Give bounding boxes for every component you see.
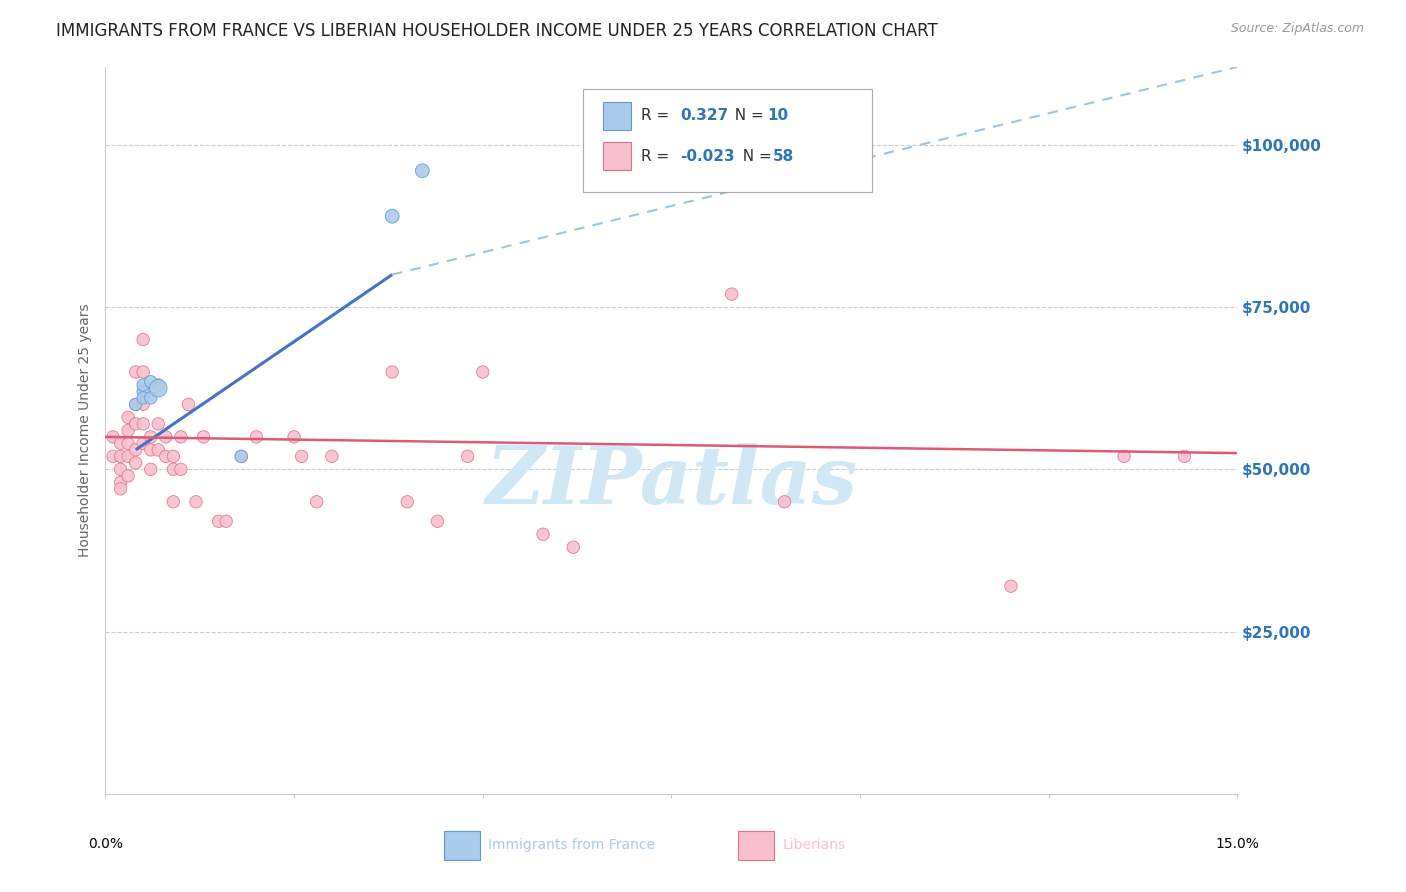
Point: [162, 462, 184, 476]
Point: [155, 430, 177, 444]
Point: [139, 375, 162, 389]
Text: ZIPatlas: ZIPatlas: [485, 442, 858, 520]
Point: [720, 287, 742, 301]
Point: [132, 365, 155, 379]
Point: [531, 527, 554, 541]
Point: [231, 450, 253, 464]
Text: N =: N =: [733, 149, 776, 163]
FancyBboxPatch shape: [444, 831, 479, 860]
Point: [132, 417, 155, 431]
Point: [132, 378, 155, 392]
Point: [193, 430, 215, 444]
Point: [101, 450, 124, 464]
Point: [283, 430, 305, 444]
Text: -0.023: -0.023: [681, 149, 735, 163]
Point: [1173, 450, 1195, 464]
Point: [170, 430, 193, 444]
Point: [177, 397, 200, 411]
Point: [110, 475, 132, 490]
Point: [162, 450, 184, 464]
Text: N =: N =: [725, 109, 769, 123]
Point: [132, 333, 155, 347]
Point: [411, 163, 433, 178]
Text: 0.327: 0.327: [681, 109, 728, 123]
Point: [124, 456, 146, 470]
Point: [101, 430, 124, 444]
Point: [132, 391, 155, 405]
Text: 0.0%: 0.0%: [89, 838, 122, 852]
Point: [208, 514, 231, 528]
Point: [124, 397, 146, 411]
Point: [321, 450, 343, 464]
Y-axis label: Householder Income Under 25 years: Householder Income Under 25 years: [79, 303, 93, 558]
Point: [155, 450, 177, 464]
Point: [170, 462, 193, 476]
Point: [305, 495, 328, 509]
Text: Liberians: Liberians: [782, 838, 845, 853]
Point: [396, 495, 419, 509]
Point: [132, 397, 155, 411]
Point: [162, 495, 184, 509]
Point: [457, 450, 479, 464]
Point: [139, 391, 162, 405]
Point: [117, 436, 139, 450]
Point: [148, 417, 170, 431]
Text: R =: R =: [641, 149, 675, 163]
Point: [117, 410, 139, 425]
Point: [124, 417, 146, 431]
Point: [148, 378, 170, 392]
Point: [124, 442, 146, 457]
Point: [1114, 450, 1136, 464]
Point: [132, 384, 155, 399]
Text: 10: 10: [768, 109, 789, 123]
Point: [124, 397, 146, 411]
Point: [132, 436, 155, 450]
Point: [139, 430, 162, 444]
Point: [110, 450, 132, 464]
Point: [139, 442, 162, 457]
Point: [110, 436, 132, 450]
Point: [117, 424, 139, 438]
Point: [231, 450, 253, 464]
Text: Immigrants from France: Immigrants from France: [488, 838, 655, 853]
Text: 15.0%: 15.0%: [1215, 838, 1260, 852]
Point: [291, 450, 314, 464]
FancyBboxPatch shape: [738, 831, 775, 860]
Point: [471, 365, 494, 379]
Point: [110, 462, 132, 476]
Point: [562, 540, 585, 554]
Point: [381, 365, 404, 379]
Point: [139, 462, 162, 476]
Point: [148, 381, 170, 395]
Point: [148, 442, 170, 457]
Text: Source: ZipAtlas.com: Source: ZipAtlas.com: [1230, 22, 1364, 36]
Text: R =: R =: [641, 109, 675, 123]
Point: [110, 482, 132, 496]
Point: [426, 514, 449, 528]
Point: [215, 514, 238, 528]
Text: IMMIGRANTS FROM FRANCE VS LIBERIAN HOUSEHOLDER INCOME UNDER 25 YEARS CORRELATION: IMMIGRANTS FROM FRANCE VS LIBERIAN HOUSE…: [56, 22, 938, 40]
Point: [184, 495, 207, 509]
Point: [773, 495, 796, 509]
Point: [1000, 579, 1022, 593]
Point: [117, 450, 139, 464]
Point: [124, 365, 146, 379]
Point: [245, 430, 267, 444]
Text: 58: 58: [773, 149, 794, 163]
Point: [117, 468, 139, 483]
Point: [381, 209, 404, 223]
